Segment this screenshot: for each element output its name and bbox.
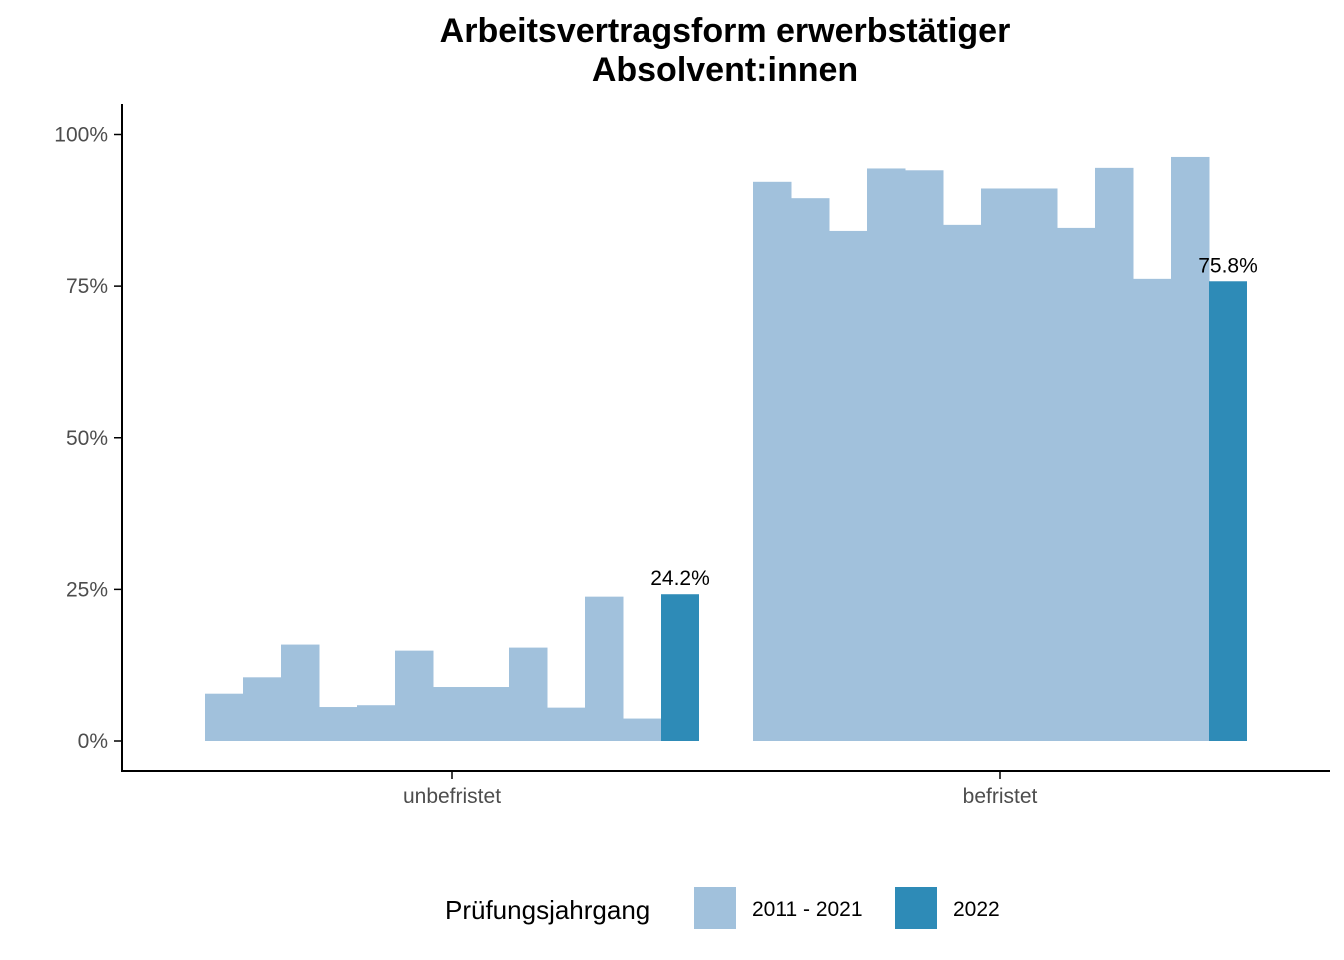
bar-unbefristet-past-5 — [357, 705, 396, 741]
data-label-unbefristet-2022: 24.2% — [650, 567, 710, 590]
bar-unbefristet-past-1 — [205, 693, 244, 741]
bar-unbefristet-past-2 — [243, 677, 282, 741]
y-tick-label-25%: 25% — [66, 578, 108, 601]
bar-befristet-2022 — [1209, 281, 1247, 741]
bars-layer: 24.2% 75.8% — [205, 156, 1258, 742]
data-label-befristet-2022: 75.8% — [1198, 254, 1258, 277]
bar-befristet-past-5 — [905, 170, 944, 741]
x-tick-label-unbefristet: unbefristet — [403, 785, 501, 808]
bar-unbefristet-past-11 — [585, 596, 624, 741]
legend: Prüfungsjahrgang 2011 - 2021 2022 — [445, 887, 1000, 929]
bar-unbefristet-past-4 — [319, 707, 358, 741]
bar-befristet-past-9 — [1057, 227, 1096, 741]
bar-befristet-past-4 — [867, 168, 906, 742]
bar-befristet-past-12 — [1171, 156, 1210, 742]
y-tick-label-75%: 75% — [66, 275, 108, 298]
bar-unbefristet-2022 — [661, 594, 699, 741]
bar-befristet-past-3 — [829, 230, 868, 741]
bar-befristet-past-2 — [791, 198, 830, 741]
bar-befristet-past-11 — [1133, 278, 1172, 741]
bar-befristet-past-6 — [943, 224, 982, 741]
bar-unbefristet-past-3 — [281, 644, 320, 741]
bar-unbefristet-past-8 — [471, 687, 510, 741]
bar-unbefristet-past-6 — [395, 650, 434, 741]
bar-unbefristet-past-10 — [547, 707, 586, 741]
bar-unbefristet-past-9 — [509, 647, 548, 741]
chart-title-line-1: Arbeitsvertragsform erwerbstätiger — [440, 12, 1011, 50]
bar-befristet-past-1 — [753, 181, 792, 741]
chart-title: Arbeitsvertragsform erwerbstätiger Absol… — [440, 12, 1011, 89]
chart-title-line-2: Absolvent:innen — [592, 51, 858, 89]
x-tick-label-befristet: befristet — [963, 785, 1038, 808]
y-tick-label-50%: 50% — [66, 427, 108, 450]
legend-swatch-2022 — [895, 887, 937, 929]
legend-label-2011-2021: 2011 - 2021 — [752, 898, 863, 921]
bar-unbefristet-past-7 — [433, 687, 472, 741]
legend-swatch-2011-2021 — [694, 887, 736, 929]
bar-befristet-past-10 — [1095, 167, 1134, 742]
axes-layer: unbefristet befristet 0% 25% 50% 75% 100% — [54, 104, 1330, 808]
legend-label-2022: 2022 — [953, 898, 1000, 921]
bar-unbefristet-past-12 — [623, 718, 662, 741]
legend-title: Prüfungsjahrgang — [445, 895, 650, 925]
y-tick-label-0%: 0% — [78, 730, 108, 753]
bar-befristet-past-7 — [981, 188, 1020, 741]
y-tick-label-100%: 100% — [54, 124, 108, 147]
bar-befristet-past-8 — [1019, 188, 1058, 741]
